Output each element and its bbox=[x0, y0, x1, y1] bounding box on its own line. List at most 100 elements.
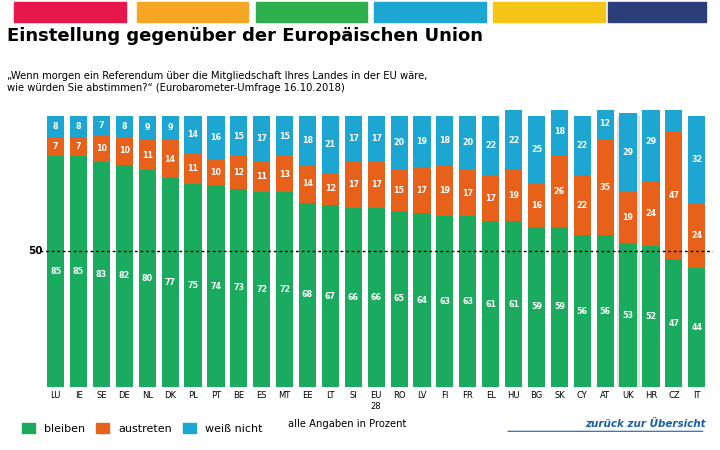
Bar bbox=[253, 192, 270, 387]
Bar bbox=[688, 202, 706, 268]
Bar bbox=[574, 176, 591, 235]
Text: 52: 52 bbox=[645, 312, 657, 321]
Text: 11: 11 bbox=[256, 172, 267, 181]
Text: Einstellung gegenüber der Europäischen Union: Einstellung gegenüber der Europäischen U… bbox=[7, 27, 483, 45]
Bar bbox=[230, 157, 248, 189]
Text: 17: 17 bbox=[462, 189, 473, 198]
Bar bbox=[230, 189, 248, 387]
Bar bbox=[70, 116, 87, 137]
Text: 19: 19 bbox=[416, 137, 428, 146]
Bar bbox=[207, 116, 225, 159]
Text: 19: 19 bbox=[508, 191, 519, 200]
Text: 21: 21 bbox=[325, 140, 336, 148]
Bar bbox=[207, 159, 225, 186]
Bar bbox=[482, 176, 499, 221]
Bar bbox=[299, 116, 316, 165]
Bar bbox=[184, 184, 202, 387]
Text: 18: 18 bbox=[302, 135, 313, 144]
Bar bbox=[322, 116, 339, 173]
Bar bbox=[253, 116, 270, 162]
Bar bbox=[436, 216, 454, 387]
Text: 9: 9 bbox=[145, 123, 150, 132]
Text: 22: 22 bbox=[577, 141, 588, 150]
Bar bbox=[642, 102, 660, 181]
Text: 56: 56 bbox=[600, 306, 611, 315]
Text: 8: 8 bbox=[53, 122, 58, 131]
Text: 59: 59 bbox=[554, 302, 565, 311]
Bar bbox=[374, 2, 486, 22]
Text: 11: 11 bbox=[142, 150, 153, 159]
Text: 20: 20 bbox=[462, 138, 473, 147]
Text: 10: 10 bbox=[210, 168, 222, 177]
Bar bbox=[688, 116, 706, 202]
Bar bbox=[139, 140, 156, 170]
Text: 14: 14 bbox=[165, 155, 176, 164]
Bar bbox=[161, 178, 179, 387]
Text: 17: 17 bbox=[256, 134, 267, 143]
Text: 22: 22 bbox=[577, 201, 588, 210]
Bar bbox=[665, 132, 683, 260]
Text: 12: 12 bbox=[325, 184, 336, 194]
Bar bbox=[619, 243, 636, 387]
Text: 74: 74 bbox=[210, 282, 222, 291]
Bar bbox=[345, 208, 362, 387]
Bar bbox=[459, 116, 477, 170]
Text: 17: 17 bbox=[348, 134, 359, 143]
Text: 8: 8 bbox=[76, 122, 81, 131]
Text: 65: 65 bbox=[394, 294, 405, 303]
Text: 19: 19 bbox=[623, 213, 634, 222]
Text: 82: 82 bbox=[119, 271, 130, 280]
Bar bbox=[368, 208, 384, 387]
Text: 7: 7 bbox=[53, 142, 58, 151]
Bar bbox=[253, 162, 270, 192]
Text: alle Angaben in Prozent: alle Angaben in Prozent bbox=[288, 418, 406, 429]
Bar bbox=[70, 157, 87, 387]
Text: 35: 35 bbox=[600, 183, 611, 192]
Bar bbox=[161, 116, 179, 140]
Text: 29: 29 bbox=[623, 148, 634, 157]
Bar bbox=[368, 162, 384, 208]
Text: 53: 53 bbox=[623, 310, 634, 320]
Text: 16: 16 bbox=[531, 201, 542, 210]
Bar bbox=[276, 116, 293, 157]
Bar bbox=[459, 216, 477, 387]
Text: 7: 7 bbox=[99, 121, 104, 130]
Text: 10: 10 bbox=[96, 144, 107, 153]
Bar bbox=[574, 235, 591, 387]
Bar bbox=[505, 110, 522, 170]
Bar bbox=[93, 135, 110, 162]
Text: 7: 7 bbox=[76, 142, 81, 151]
Bar bbox=[207, 186, 225, 387]
Bar bbox=[608, 2, 706, 22]
Bar bbox=[390, 116, 408, 170]
Bar bbox=[256, 2, 367, 22]
Text: 18: 18 bbox=[439, 135, 451, 144]
Bar bbox=[551, 108, 568, 157]
Text: 75: 75 bbox=[187, 281, 199, 290]
Bar bbox=[276, 157, 293, 192]
Bar bbox=[322, 205, 339, 387]
Bar bbox=[493, 2, 605, 22]
Text: zurück zur Übersicht: zurück zur Übersicht bbox=[585, 418, 706, 429]
Bar bbox=[436, 116, 454, 165]
Bar bbox=[551, 157, 568, 227]
Text: 59: 59 bbox=[531, 302, 542, 311]
Text: 85: 85 bbox=[50, 267, 61, 276]
Bar bbox=[436, 165, 454, 216]
Bar bbox=[390, 211, 408, 387]
Text: 47: 47 bbox=[668, 319, 680, 328]
Bar bbox=[619, 192, 636, 243]
Bar bbox=[93, 162, 110, 387]
Text: 32: 32 bbox=[668, 84, 680, 93]
Text: 22: 22 bbox=[508, 135, 519, 144]
Text: 17: 17 bbox=[371, 180, 382, 189]
Text: „Wenn morgen ein Referendum über die Mitgliedschaft Ihres Landes in der EU wäre,: „Wenn morgen ein Referendum über die Mit… bbox=[7, 72, 428, 93]
Bar bbox=[47, 137, 64, 157]
Text: 14: 14 bbox=[302, 179, 313, 188]
Bar bbox=[345, 162, 362, 208]
Text: 29: 29 bbox=[645, 137, 657, 146]
Bar bbox=[528, 116, 545, 184]
Bar bbox=[459, 170, 477, 216]
Bar bbox=[551, 227, 568, 387]
Bar bbox=[482, 221, 499, 387]
